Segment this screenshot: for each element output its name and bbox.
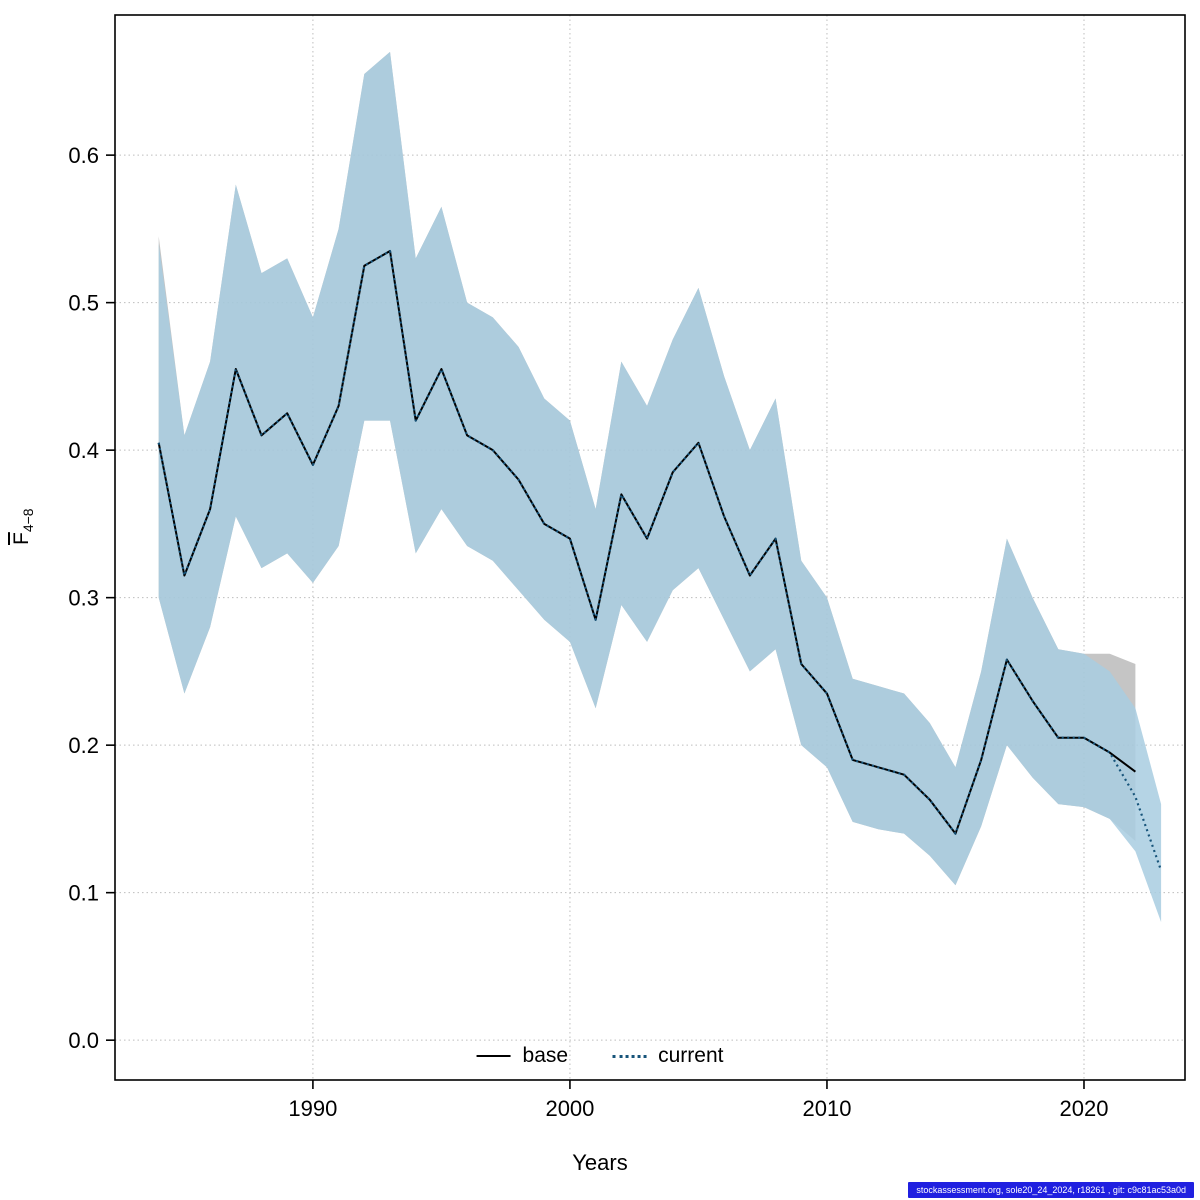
legend-item-base: base bbox=[476, 1044, 569, 1068]
y-tick-label: 0.4 bbox=[68, 438, 99, 463]
legend-label-current: current bbox=[658, 1044, 724, 1067]
current-line-sample bbox=[612, 1054, 647, 1058]
series-line-current bbox=[157, 249, 1163, 871]
x-tick-label: 2010 bbox=[802, 1096, 851, 1121]
y-tick-label: 0.3 bbox=[68, 586, 99, 611]
x-tick-label: 2000 bbox=[545, 1096, 594, 1121]
y-tick-label: 0.5 bbox=[68, 291, 99, 316]
legend-label-base: base bbox=[522, 1044, 569, 1067]
y-tick-label: 0.6 bbox=[68, 143, 99, 168]
confidence-band-current bbox=[158, 51, 1162, 923]
x-axis-label: Years bbox=[572, 1150, 628, 1175]
y-tick-label: 0.2 bbox=[68, 733, 99, 758]
plot-border bbox=[114, 14, 1186, 1081]
x-tick-label: 2020 bbox=[1060, 1096, 1109, 1121]
y-axis-label: F4−8 bbox=[10, 508, 36, 545]
base-line-sample bbox=[476, 1055, 511, 1057]
y-axis-label-subscript: 4−8 bbox=[20, 508, 37, 533]
x-tick-label: 1990 bbox=[288, 1096, 337, 1121]
y-tick-label: 0.0 bbox=[68, 1028, 99, 1053]
footer-attribution-badge: stockassessment.org, sole20_24_2024, r18… bbox=[908, 1182, 1194, 1198]
legend-item-current: current bbox=[612, 1044, 723, 1068]
y-axis-label-symbol: F bbox=[10, 532, 33, 545]
y-tick-label: 0.1 bbox=[68, 881, 99, 906]
series-line-base bbox=[157, 250, 1136, 835]
legend: base current bbox=[476, 1044, 723, 1068]
